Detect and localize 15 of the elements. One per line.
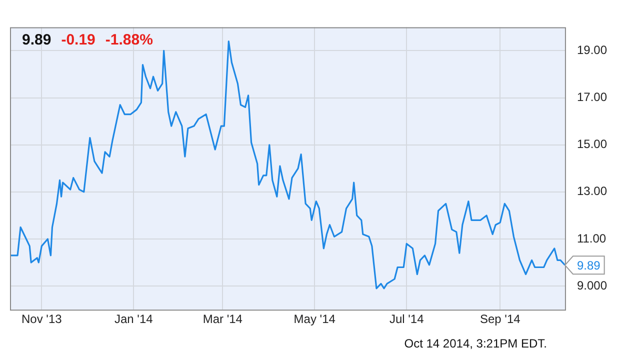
- x-tick-label: Mar '14: [202, 312, 243, 326]
- x-tick-label: Jan '14: [114, 312, 154, 326]
- annotation: 9.89: [576, 258, 601, 272]
- y-tick-label: 15.00: [576, 137, 608, 152]
- x-tick-label: Sep '14: [480, 312, 521, 326]
- text: Oct 14 2014, 3:21PM EDT.: [404, 336, 547, 350]
- y-tick-label: 11.00: [576, 231, 606, 246]
- y-tick-label: 13.00: [576, 184, 608, 198]
- y-tick-label: 17.00: [576, 90, 608, 104]
- y-tick-label: 9.000: [576, 278, 608, 292]
- x-tick-label: Nov '13: [22, 312, 62, 326]
- y-tick-label: 19.00: [576, 43, 608, 58]
- x-tick-label: May '14: [294, 312, 336, 326]
- x-tick-label: Jul '14: [389, 312, 424, 326]
- chart-title: 9.89 -0.19 -1.88%: [22, 31, 153, 48]
